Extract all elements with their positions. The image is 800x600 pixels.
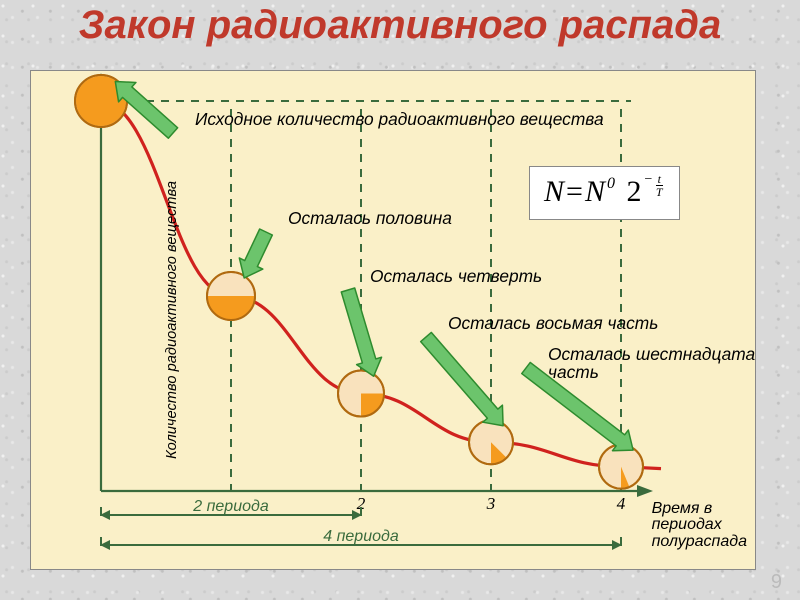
page-title: Закон радиоактивного распада — [0, 4, 800, 46]
svg-text:2 периода: 2 периода — [192, 498, 269, 515]
svg-text:Исходное количество радиоактив: Исходное количество радиоактивного вещес… — [195, 109, 604, 129]
formula-sub0: 0 — [607, 175, 615, 193]
svg-text:4 периода: 4 периода — [323, 528, 399, 545]
title-text: Закон радиоактивного распада — [79, 3, 721, 47]
formula-neg: − — [643, 173, 652, 187]
svg-text:Осталась шестнадцатаячасть: Осталась шестнадцатаячасть — [548, 344, 755, 382]
chart-svg: 1234Исходное количество радиоактивного в… — [31, 71, 755, 569]
svg-text:Осталась четверть: Осталась четверть — [370, 266, 542, 286]
formula-N0: N — [585, 175, 605, 209]
y-axis-label-text: Количество радиоактивного вещества — [164, 181, 180, 459]
svg-text:3: 3 — [486, 494, 496, 513]
page-number: 9 — [771, 571, 782, 594]
formula-box: N = N0 2 − t T — [529, 166, 680, 220]
formula-two: 2 — [626, 175, 641, 209]
x-axis-label-line: полураспада — [652, 533, 747, 550]
y-axis-label: Количество радиоактивного вещества — [164, 181, 180, 459]
svg-text:4: 4 — [617, 494, 626, 513]
x-axis-label-line: периодах — [652, 516, 722, 533]
x-axis-label-line: Время в — [652, 500, 713, 517]
chart-container: 1234Исходное количество радиоактивного в… — [30, 70, 756, 570]
svg-text:Осталась восьмая часть: Осталась восьмая часть — [448, 313, 658, 333]
formula-fraction: t T — [654, 173, 665, 198]
x-axis-label: Время в периодах полураспада — [652, 501, 747, 551]
decay-formula: N = N0 2 − t T — [544, 175, 665, 209]
formula-T: T — [654, 186, 665, 198]
formula-eq: = — [566, 175, 583, 209]
svg-text:Осталась половина: Осталась половина — [288, 208, 452, 228]
formula-N: N — [544, 175, 564, 209]
slide-background: Закон радиоактивного распада 1234Исходно… — [0, 0, 800, 600]
